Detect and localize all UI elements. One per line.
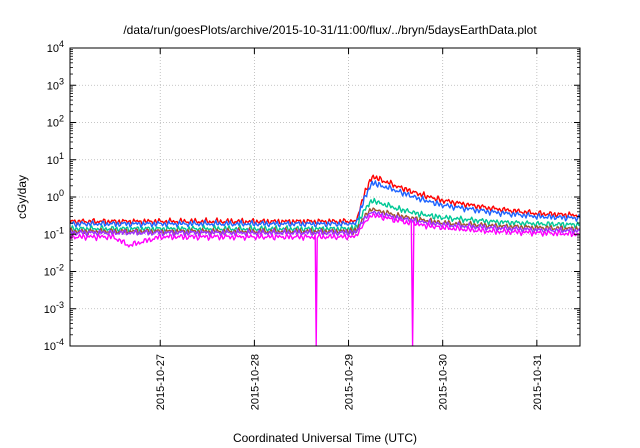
series-line: [69, 210, 581, 237]
y-tick-label: 10-1: [44, 225, 64, 241]
y-tick-label: 104: [47, 39, 64, 55]
y-tick-label: 10-4: [44, 337, 64, 353]
y-axis-label: cGy/day: [15, 175, 29, 219]
y-tick-label: 100: [47, 188, 64, 204]
y-tick-label: 103: [47, 76, 64, 92]
y-tick-label: 10-2: [44, 263, 64, 279]
x-tick-label: 2015-10-31: [532, 354, 544, 410]
x-tick-label: 2015-10-29: [344, 354, 356, 410]
y-tick-label: 10-3: [44, 300, 64, 316]
series-group: [69, 174, 581, 347]
y-tick-label: 102: [47, 114, 64, 130]
series-line: [69, 180, 581, 229]
x-tick-label: 2015-10-27: [155, 354, 167, 410]
x-axis-label: Coordinated Universal Time (UTC): [233, 431, 417, 445]
y-tick-labels: 10-4 10-3 10-2 10-1 100 101 102 103 104: [44, 39, 64, 353]
tick-group: [70, 47, 580, 347]
grid: [70, 48, 580, 346]
x-tick-label: 2015-10-28: [249, 354, 261, 410]
chart-title: /data/run/goesPlots/archive/2015-10-31/1…: [123, 23, 537, 37]
x-tick-label: 2015-10-30: [438, 354, 450, 410]
series-line: [69, 212, 581, 347]
y-tick-label: 101: [47, 151, 64, 167]
x-tick-labels: 2015-10-27 2015-10-28 2015-10-29 2015-10-30…: [155, 354, 544, 410]
